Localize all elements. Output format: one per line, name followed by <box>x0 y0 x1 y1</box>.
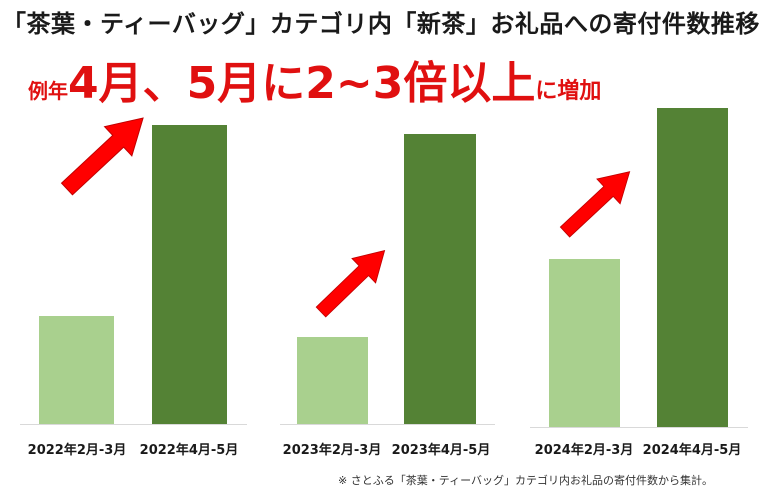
x-label: 2022年4月-5月 <box>139 443 239 458</box>
bar-2024-apr-may <box>657 108 728 427</box>
arrow-up-icon <box>52 102 158 205</box>
x-label: 2023年4月-5月 <box>391 443 491 458</box>
bar-2023-feb-mar <box>297 337 368 424</box>
headline: 例年4月、5月に2~3倍以上に増加 <box>28 62 601 106</box>
arrow-up-icon <box>308 237 397 325</box>
headline-prefix: 例年 <box>28 79 68 103</box>
axis-line-2024 <box>530 427 748 428</box>
footnote: ※ さとふる「茶葉・ティーバッグ」カテゴリ内お礼品の寄付件数から集計。 <box>338 474 713 487</box>
x-label: 2023年2月-3月 <box>282 443 382 458</box>
axis-line-2023 <box>280 424 495 425</box>
arrow-up-icon <box>552 158 642 245</box>
bar-2022-apr-may <box>152 125 227 424</box>
chart-title: 「茶葉・ティーバッグ」カテゴリ内「新茶」お礼品への寄付件数推移 <box>2 10 759 38</box>
axis-line-2022 <box>20 424 247 425</box>
x-label: 2024年4月-5月 <box>642 443 742 458</box>
bar-2023-apr-may <box>404 134 476 424</box>
x-label: 2024年2月-3月 <box>534 443 634 458</box>
bar-2024-feb-mar <box>549 259 620 427</box>
x-label: 2022年2月-3月 <box>27 443 127 458</box>
headline-suffix: に増加 <box>535 79 602 104</box>
headline-main: 4月、5月に2~3倍以上 <box>68 58 536 109</box>
bar-2022-feb-mar <box>39 316 114 424</box>
